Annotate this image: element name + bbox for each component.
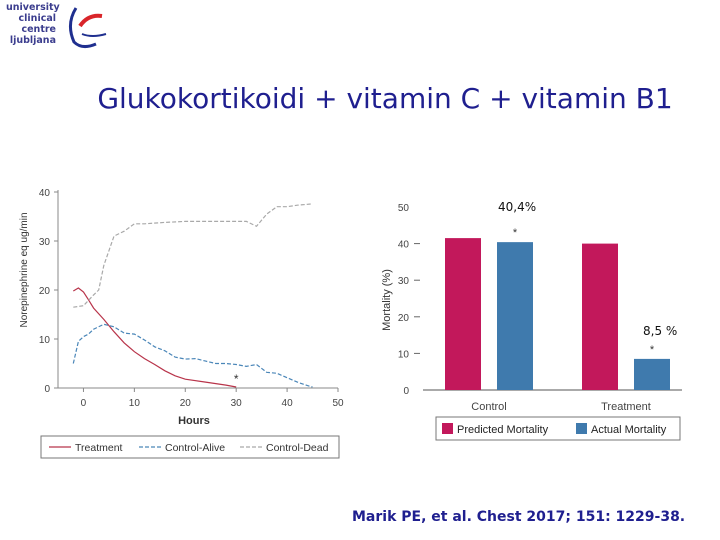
bar-significance-marker: * [513, 227, 518, 239]
slide-title: Glukokortikoidi + vitamin C + vitamin B1 [97, 82, 673, 115]
x-tick-label: 10 [129, 398, 141, 409]
x-axis-label: Hours [178, 415, 210, 427]
logo-line: clinical [18, 13, 56, 24]
bar-y-tick-label: 20 [398, 313, 410, 324]
logo-line: centre [21, 24, 56, 35]
series-line-control-alive [72, 323, 313, 388]
bar-predicted-mortality [445, 238, 481, 390]
control-mortality-annotation: 40,4% [498, 200, 537, 214]
bar-actual-mortality [497, 242, 533, 390]
x-tick-label: 20 [180, 398, 192, 409]
treatment-mortality-annotation: 8,5 % [643, 324, 678, 338]
y-tick-label: 20 [39, 286, 51, 297]
bar-y-tick-label: 50 [398, 203, 410, 214]
bar-y-tick-label: 10 [398, 349, 410, 360]
bar-y-axis-label: Mortality (%) [381, 269, 393, 331]
line-chart-legend: Treatment Control-Alive Control-Dead [40, 435, 340, 459]
line-chart: Norepinephrine eq ug/min Hours 0 10 20 30 40… [19, 188, 344, 459]
x-tick-label: 50 [332, 398, 344, 409]
series-line-treatment [72, 287, 237, 388]
bar-category-label: Control [471, 401, 506, 413]
bar-chart: Mortality (%) 0 10 20 30 40 50 * Control * Treat… [381, 203, 682, 441]
y-tick-label: 0 [44, 384, 50, 395]
bar-actual-mortality [634, 358, 670, 390]
bar-significance-marker: * [650, 344, 655, 356]
bar-y-tick-label: 30 [398, 276, 410, 287]
logo-mark-icon [69, 7, 107, 49]
logo-line: university [6, 2, 60, 13]
ukc-logo: university clinical centre ljubljana [6, 2, 116, 54]
bar-legend-box [435, 416, 681, 441]
significance-marker: * [234, 372, 239, 386]
bar-legend-swatch [576, 423, 587, 434]
bar-legend-label: Predicted Mortality [457, 424, 549, 436]
logo-line: ljubljana [9, 35, 56, 46]
x-tick-label: 30 [231, 398, 243, 409]
citation: Marik PE, et al. Chest 2017; 151: 1229-3… [352, 509, 686, 525]
bar-chart-legend: Predicted Mortality Actual Mortality [435, 416, 681, 441]
y-tick-label: 40 [39, 188, 51, 199]
bar-legend-label: Actual Mortality [591, 424, 667, 436]
bar-y-tick-label: 40 [398, 240, 410, 251]
x-tick-label: 0 [81, 398, 87, 409]
bar-y-tick-label: 0 [403, 386, 409, 397]
bar-category-label: Treatment [601, 401, 651, 413]
y-tick-label: 10 [39, 335, 51, 346]
y-tick-label: 30 [39, 237, 51, 248]
bar-legend-swatch [442, 423, 453, 434]
legend-label: Treatment [75, 442, 123, 454]
y-axis-label: Norepinephrine eq ug/min [19, 212, 30, 327]
legend-label: Control-Alive [165, 442, 225, 454]
x-tick-label: 40 [282, 398, 294, 409]
series-line-control-dead [73, 203, 313, 308]
legend-label: Control-Dead [266, 442, 329, 454]
logo-text: university clinical centre ljubljana [6, 2, 60, 46]
bar-predicted-mortality [582, 243, 618, 390]
